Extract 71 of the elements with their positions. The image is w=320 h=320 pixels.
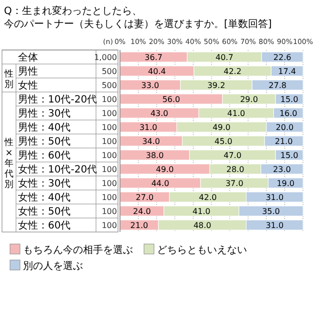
text: 100 [102, 165, 117, 174]
data-label: 23.0 [273, 165, 291, 174]
y-tick-label: 男性：40代 [18, 122, 71, 134]
data-label: 21.0 [274, 137, 293, 146]
data-label: 48.0 [193, 221, 212, 230]
data-label: 40.7 [215, 53, 234, 62]
y-tick-label: 男性：60代 [18, 150, 71, 162]
data-label: 31.0 [139, 123, 158, 132]
data-label: 15.0 [280, 151, 298, 160]
data-label: 42.0 [198, 193, 217, 202]
y-tick-label: 全体 [18, 52, 38, 64]
text: 性×年代別 [4, 136, 14, 190]
text: 100 [102, 179, 117, 188]
legend-label: 別の人を選ぶ [23, 260, 83, 272]
y-tick-label: 女性：60代 [18, 220, 71, 232]
text: 100 [102, 221, 117, 230]
data-label: 19.0 [276, 179, 295, 188]
data-label: 49.0 [212, 123, 230, 132]
data-label: 45.0 [214, 137, 232, 146]
data-label: 16.0 [279, 109, 298, 118]
y-tick-label: 女性：30代 [18, 178, 71, 190]
data-label: 22.6 [273, 53, 292, 62]
text: 500 [102, 67, 117, 76]
data-label: 17.4 [278, 67, 296, 76]
data-label: 28.0 [226, 165, 244, 174]
text: 100 [102, 193, 117, 202]
text: 100 [102, 109, 117, 118]
data-label: 36.7 [144, 53, 162, 62]
data-label: 31.0 [266, 193, 284, 202]
data-label: 43.0 [150, 109, 168, 118]
data-label: 56.0 [162, 95, 180, 104]
data-label: 27.8 [268, 81, 286, 90]
data-label: 21.0 [130, 221, 148, 230]
text: 100 [102, 207, 117, 216]
data-label: 29.0 [240, 95, 258, 104]
y-tick-label: 男性：30代 [18, 108, 71, 120]
legend-label: どちらともいえない [157, 245, 247, 256]
data-label: 31.0 [266, 221, 284, 230]
y-tick-label: 男性：50代 [18, 136, 71, 148]
text: 500 [102, 81, 117, 90]
y-tick-label: 男性：10代-20代 [18, 94, 98, 106]
data-label: 37.0 [225, 179, 244, 188]
data-label: 24.0 [133, 207, 151, 216]
data-label: 38.0 [146, 151, 164, 160]
data-label: 27.0 [136, 193, 154, 202]
text: 性別 [4, 68, 14, 90]
y-tick-label: 女性：10代-20代 [18, 164, 98, 176]
text: 1,000 [94, 53, 117, 62]
data-label: 15.0 [280, 95, 298, 104]
data-label: 41.0 [227, 109, 246, 118]
data-label: 35.0 [262, 207, 280, 216]
data-label: 34.0 [142, 137, 160, 146]
data-label: 49.0 [156, 165, 174, 174]
data-label: 40.4 [148, 67, 166, 76]
text: 100 [102, 123, 117, 132]
data-label: 39.2 [207, 81, 226, 90]
data-label: 47.0 [224, 151, 242, 160]
y-tick-label: 男性 [18, 66, 38, 78]
text: 100 [102, 151, 117, 160]
y-tick-label: 女性：50代 [18, 206, 71, 218]
y-tick-label: 女性 [18, 80, 38, 92]
text: 100 [102, 137, 117, 146]
chart-title: Q：生まれ変わったとしたら、今のパートナー（夫もしくは妻）を選びますか。[単数回答] [4, 5, 272, 30]
data-label: 42.2 [224, 67, 242, 76]
data-label: 33.0 [141, 81, 160, 90]
data-label: 20.0 [276, 123, 294, 132]
text: 100 [102, 95, 117, 104]
y-tick-label: 女性：40代 [18, 192, 71, 204]
data-label: 44.0 [151, 179, 170, 188]
data-label: 41.0 [192, 207, 210, 216]
legend-label: もちろん今の相手を選ぶ [23, 244, 133, 256]
